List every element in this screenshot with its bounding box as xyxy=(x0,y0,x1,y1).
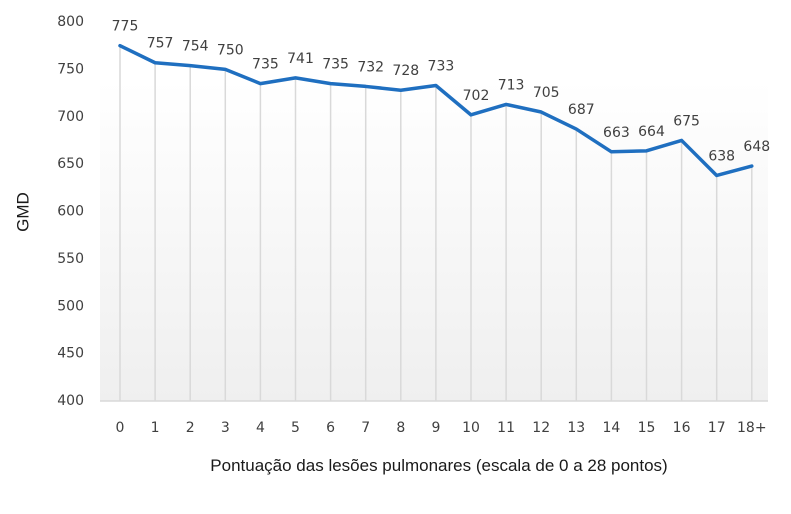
x-tick-label: 1 xyxy=(151,420,160,436)
y-tick-label: 450 xyxy=(57,346,84,362)
data-label: 735 xyxy=(322,57,349,73)
data-labels: 775 757 754 750 735 741 735 732 728 733 702 713 705 6… xyxy=(112,19,771,165)
x-axis-ticks: 0 1 2 3 4 5 6 7 8 9 10 11 12 13 14 15 16 17 18+ xyxy=(116,420,767,436)
x-tick-label: 0 xyxy=(116,420,125,436)
x-tick-label: 8 xyxy=(396,420,405,436)
x-tick-label: 7 xyxy=(361,420,370,436)
x-tick-label: 13 xyxy=(567,420,585,436)
data-label: 664 xyxy=(638,124,665,140)
y-tick-label: 500 xyxy=(57,298,84,314)
vertical-gridlines xyxy=(119,45,753,401)
data-label: 754 xyxy=(182,39,209,55)
y-tick-label: 700 xyxy=(57,109,84,125)
x-tick-label: 2 xyxy=(186,420,195,436)
y-tick-label: 750 xyxy=(57,61,84,77)
x-tick-label: 16 xyxy=(673,420,691,436)
data-label: 735 xyxy=(252,57,279,73)
gmd-line-series xyxy=(118,43,754,178)
x-tick-label: 11 xyxy=(497,420,515,436)
x-tick-label: 5 xyxy=(291,420,300,436)
y-tick-label: 400 xyxy=(57,393,84,409)
x-axis-title: Pontuação das lesões pulmonares (escala … xyxy=(210,456,667,475)
x-tick-label: 14 xyxy=(602,420,620,436)
data-label: 713 xyxy=(498,77,525,93)
x-tick-label: 17 xyxy=(708,420,726,436)
data-label: 663 xyxy=(603,125,630,141)
data-label: 702 xyxy=(463,88,490,104)
y-tick-label: 800 xyxy=(57,14,84,30)
x-tick-label: 15 xyxy=(638,420,656,436)
y-tick-label: 650 xyxy=(57,156,84,172)
data-label: 750 xyxy=(217,42,244,58)
x-tick-label: 3 xyxy=(221,420,230,436)
data-label: 705 xyxy=(533,85,560,101)
x-tick-label: 4 xyxy=(256,420,265,436)
x-tick-label: 9 xyxy=(431,420,440,436)
data-label: 775 xyxy=(112,19,139,35)
data-label: 757 xyxy=(147,36,174,52)
plot-area xyxy=(100,80,768,401)
data-label: 675 xyxy=(673,113,700,129)
x-tick-label: 18+ xyxy=(737,420,767,436)
x-tick-label: 6 xyxy=(326,420,335,436)
y-axis-ticks: 400 450 500 550 600 650 700 750 800 xyxy=(57,14,84,409)
x-tick-label: 10 xyxy=(462,420,480,436)
y-tick-label: 600 xyxy=(57,204,84,220)
data-label: 648 xyxy=(743,139,770,155)
data-label: 728 xyxy=(392,63,419,79)
y-tick-label: 550 xyxy=(57,251,84,267)
data-label: 741 xyxy=(287,51,314,67)
x-tick-label: 12 xyxy=(532,420,550,436)
data-label: 638 xyxy=(708,148,735,164)
data-label: 687 xyxy=(568,102,595,118)
data-label: 733 xyxy=(428,58,455,74)
data-label: 732 xyxy=(357,59,384,75)
y-axis-title: GMD xyxy=(13,192,32,232)
